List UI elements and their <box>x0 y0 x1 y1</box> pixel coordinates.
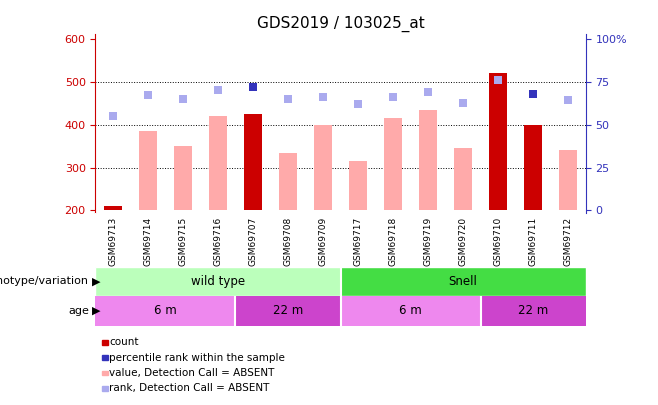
Bar <box>315 125 332 211</box>
Title: GDS2019 / 103025_at: GDS2019 / 103025_at <box>257 15 424 32</box>
Text: GSM69720: GSM69720 <box>459 217 468 266</box>
Point <box>388 94 398 100</box>
Point <box>108 113 118 119</box>
Point <box>178 96 188 102</box>
Point <box>458 100 468 107</box>
Bar <box>209 116 227 211</box>
Text: 6 m: 6 m <box>154 304 177 318</box>
Point <box>247 83 258 90</box>
Bar <box>95 267 341 296</box>
Text: GSM69718: GSM69718 <box>388 217 397 266</box>
Point <box>563 96 573 103</box>
Bar <box>174 146 191 211</box>
Point <box>493 77 503 83</box>
Bar <box>139 131 157 211</box>
Bar <box>244 114 262 211</box>
Text: genotype/variation: genotype/variation <box>0 277 89 286</box>
Text: wild type: wild type <box>191 275 245 288</box>
Point <box>213 87 223 94</box>
Text: count: count <box>109 337 139 347</box>
Bar <box>524 125 542 211</box>
Bar <box>490 73 507 211</box>
Bar <box>384 118 402 211</box>
Bar <box>349 161 367 211</box>
Text: GSM69708: GSM69708 <box>284 217 293 266</box>
Text: ▶: ▶ <box>92 277 101 286</box>
Text: GSM69719: GSM69719 <box>424 217 432 266</box>
Bar <box>95 296 236 326</box>
Point <box>143 91 153 98</box>
Text: GSM69716: GSM69716 <box>213 217 222 266</box>
Point <box>423 89 434 96</box>
Text: GSM69711: GSM69711 <box>528 217 538 266</box>
Bar <box>559 150 577 211</box>
Bar <box>279 153 297 211</box>
Text: GSM69710: GSM69710 <box>494 217 503 266</box>
Text: 22 m: 22 m <box>518 304 548 318</box>
Text: GSM69717: GSM69717 <box>353 217 363 266</box>
Text: age: age <box>68 306 89 316</box>
Bar <box>104 206 122 211</box>
Text: percentile rank within the sample: percentile rank within the sample <box>109 353 285 362</box>
Point <box>283 96 293 102</box>
Text: 22 m: 22 m <box>273 304 303 318</box>
Bar <box>341 267 586 296</box>
Text: 6 m: 6 m <box>399 304 422 318</box>
Text: GSM69712: GSM69712 <box>564 217 572 266</box>
Text: rank, Detection Call = ABSENT: rank, Detection Call = ABSENT <box>109 384 270 393</box>
Text: GSM69707: GSM69707 <box>249 217 257 266</box>
Text: GSM69709: GSM69709 <box>318 217 328 266</box>
Bar <box>480 296 586 326</box>
Text: ▶: ▶ <box>92 306 101 316</box>
Text: Snell: Snell <box>449 275 478 288</box>
Text: GSM69713: GSM69713 <box>109 217 117 266</box>
Text: GSM69714: GSM69714 <box>143 217 153 266</box>
Point <box>528 90 538 97</box>
Bar <box>236 296 341 326</box>
Bar <box>341 296 480 326</box>
Bar <box>454 148 472 211</box>
Text: GSM69715: GSM69715 <box>178 217 188 266</box>
Text: value, Detection Call = ABSENT: value, Detection Call = ABSENT <box>109 368 274 378</box>
Bar <box>419 110 437 211</box>
Point <box>318 94 328 100</box>
Point <box>353 101 363 107</box>
